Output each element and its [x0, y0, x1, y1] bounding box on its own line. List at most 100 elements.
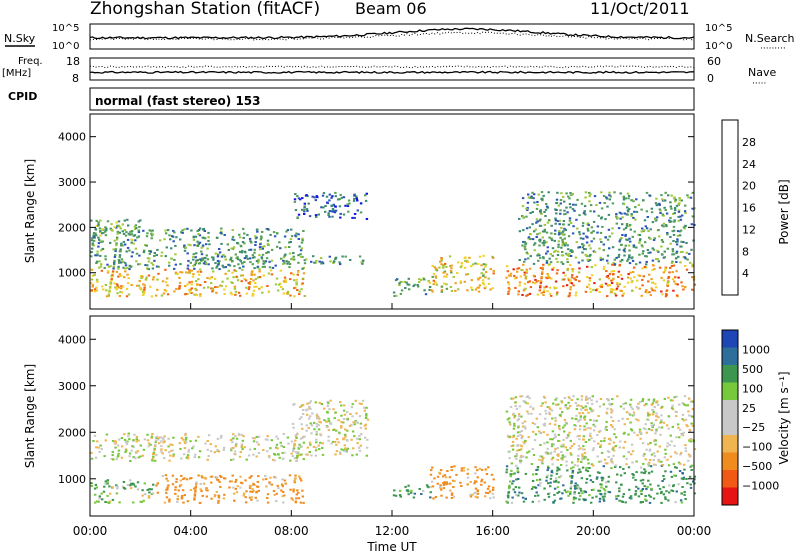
velocity-cell: [684, 498, 687, 500]
power-cell: [434, 276, 438, 279]
power-cell: [149, 250, 153, 253]
velocity-cell: [577, 448, 580, 451]
velocity-cell: [542, 431, 545, 434]
velocity-cell: [549, 481, 552, 484]
power-cell: [408, 288, 411, 291]
velocity-cell: [293, 481, 297, 484]
power-cell: [226, 277, 229, 280]
velocity-cell: [97, 446, 100, 449]
velocity-cell: [151, 456, 155, 459]
power-cell: [139, 219, 142, 222]
power-cell: [507, 290, 510, 293]
power-cell: [95, 286, 98, 289]
velocity-cell: [611, 398, 614, 401]
power-cell: [222, 254, 225, 256]
power-cell: [625, 223, 629, 225]
power-cell: [352, 199, 356, 202]
power-cell: [346, 205, 350, 207]
velocity-cell: [530, 463, 534, 465]
velocity-cell: [90, 451, 93, 454]
velocity-cell: [244, 496, 247, 499]
velocity-cell: [534, 486, 538, 489]
power-cell: [647, 251, 650, 254]
power-cell: [666, 284, 669, 287]
velocity-cell: [549, 438, 552, 441]
velocity-cell: [429, 496, 432, 499]
power-cell: [677, 255, 680, 258]
velocity-cell: [567, 396, 571, 399]
velocity-cell: [524, 427, 527, 430]
velocity-cell: [343, 418, 346, 420]
velocity-cell: [290, 452, 293, 455]
velocity-cell: [527, 436, 530, 439]
power-cell: [160, 294, 164, 297]
power-cell: [131, 251, 134, 254]
power-cell: [577, 246, 580, 249]
power-cell: [652, 248, 656, 251]
velocity-cell: [524, 401, 527, 404]
velocity-cell: [154, 459, 157, 462]
power-cell: [104, 226, 107, 229]
power-cell: [230, 256, 233, 259]
power-cell: [144, 264, 147, 267]
power-cell: [105, 289, 108, 292]
power-cell: [626, 192, 630, 195]
velocity-cell: [688, 438, 692, 441]
velocity-cell: [297, 497, 301, 500]
power-cell: [192, 258, 195, 261]
velocity-cell: [301, 413, 305, 415]
velocity-cell: [242, 492, 246, 495]
power-cell: [662, 279, 666, 282]
velocity-cell: [535, 491, 538, 494]
power-cell: [689, 261, 692, 264]
velocity-cell: [122, 486, 126, 489]
power-cell: [255, 285, 258, 288]
velocity-cell: [660, 407, 663, 409]
velocity-cell: [605, 420, 608, 423]
power-cell: [299, 198, 302, 201]
power-cell: [509, 274, 512, 277]
power-cell: [251, 256, 255, 259]
power-cell: [629, 277, 632, 280]
velocity-cell: [603, 437, 606, 440]
velocity-cell: [565, 464, 568, 467]
power-cell: [602, 268, 606, 271]
power-cell: [395, 294, 398, 297]
power-cell: [321, 194, 325, 197]
velocity-cell: [355, 421, 358, 424]
velocity-cell: [205, 487, 208, 490]
power-cell: [156, 248, 159, 251]
power-cell: [152, 278, 155, 281]
velocity-cell: [153, 447, 156, 450]
power-cell: [339, 263, 342, 266]
power-cell: [585, 241, 589, 244]
velocity-cell: [558, 414, 562, 417]
power-cell: [535, 207, 539, 210]
velocity-cell: [519, 395, 522, 398]
velocity-cell: [279, 441, 282, 444]
power-cell: [522, 216, 525, 219]
velocity-cell: [309, 400, 312, 403]
power-cell: [91, 243, 94, 246]
velocity-cell: [559, 415, 562, 418]
velocity-cell: [586, 398, 589, 401]
velocity-cell: [139, 444, 142, 447]
velocity-cell: [564, 455, 567, 458]
power-cell: [195, 289, 198, 292]
power-cell: [559, 236, 562, 239]
velocity-cell: [301, 495, 304, 498]
velocity-cell: [128, 438, 131, 441]
power-cell: [524, 277, 527, 280]
power-cell: [527, 193, 530, 196]
velocity-cell: [392, 494, 396, 497]
velocity-cell: [302, 501, 305, 504]
power-cell: [431, 275, 434, 278]
velocity-cell: [679, 462, 682, 465]
velocity-cell: [426, 485, 430, 488]
velocity-cell: [230, 458, 233, 461]
velocity-cell: [276, 437, 280, 440]
power-cell: [142, 294, 145, 296]
power-cell: [524, 287, 527, 290]
velocity-cell: [540, 455, 544, 458]
velocity-cell: [255, 436, 258, 438]
